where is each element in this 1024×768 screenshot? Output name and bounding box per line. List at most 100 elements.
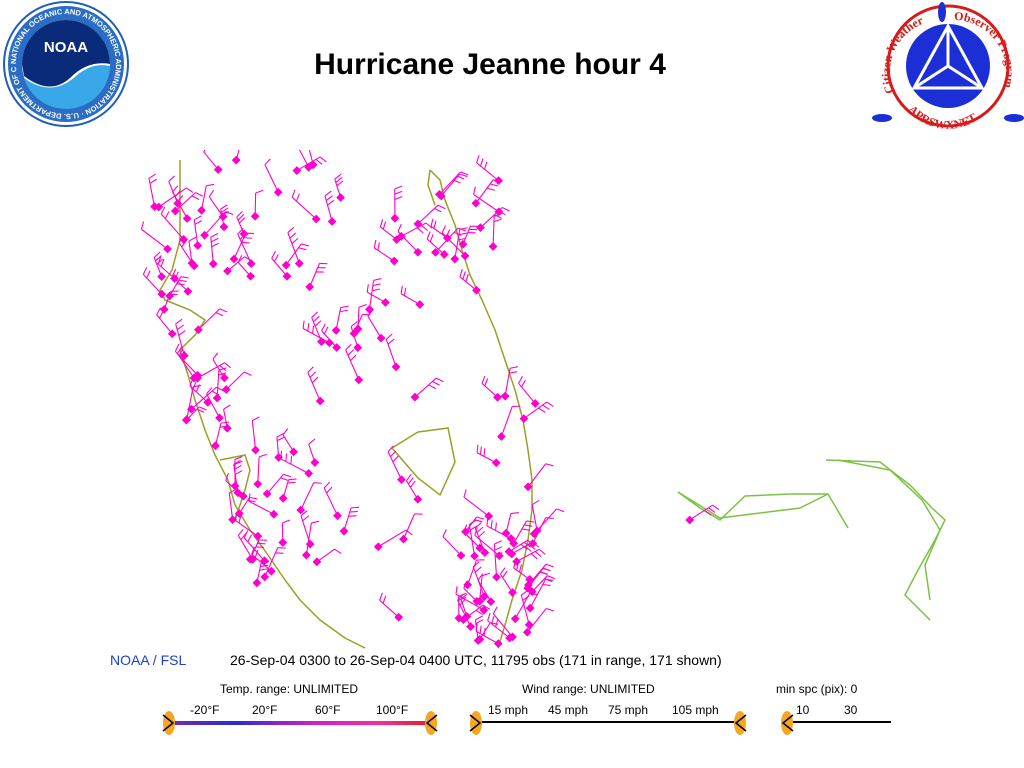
wind-barb-flag [219,425,229,428]
wind-range-label: Wind range: UNLIMITED [522,682,655,696]
wind-barb-flag [476,155,480,164]
wind-barb-flag [219,365,227,371]
temp-left-handle[interactable] [162,711,175,735]
wind-barb-flag [410,480,416,488]
wind-barb [141,228,168,250]
wind-barb-flag [373,239,377,248]
wind-barb-flag [326,486,333,494]
station-dot [229,254,239,264]
wind-barb-flag [429,234,434,243]
station-dot [301,550,311,560]
wind-barb-flag [475,619,484,625]
station-dot [315,396,325,406]
noaa-center-text: NOAA [44,39,88,56]
wind-barb-flag [288,478,297,481]
wind-barb-flag [223,404,231,410]
station-dot [463,580,473,590]
wind-barb-flag [522,595,530,601]
wind-barb-flag [358,304,367,308]
wind-barb [527,463,547,488]
wind-barb-flag [215,312,224,317]
spacing-handle[interactable] [781,711,794,735]
wind-barb [228,492,234,520]
wind-barb-flag [203,150,206,153]
wind-barb-flag [188,236,197,242]
wind-barb-flag [311,311,318,318]
station-dot [234,509,244,518]
temp-right-handle[interactable] [425,711,438,735]
wind-barb [463,496,490,517]
station-dot [212,393,222,403]
station-dot [187,404,196,414]
wind-barb-flag [518,564,522,573]
station-dot [494,176,503,186]
station-dot [197,205,206,215]
station-dot [394,612,404,622]
wind-barb-flag [473,186,476,195]
wind-barb-flag [174,343,180,352]
station-dot [436,191,446,201]
station-dot [431,247,440,257]
wind-barb [309,263,320,288]
wind-barb [440,173,461,197]
wind-barb-flag [455,586,458,595]
station-dot [479,605,489,615]
wind-barb-flag [476,516,485,520]
wind-barb-flag [407,477,414,485]
wind-barb-flag [476,444,479,453]
station-dot [390,213,400,223]
station-dot [494,551,504,561]
wind-barb-flag [382,221,387,230]
wind-barb [477,579,492,602]
wind-barb [397,230,419,253]
station-dot [413,219,423,229]
station-dot [223,266,232,276]
time-range-label: 26-Sep-04 0300 to 26-Sep-04 0400 UTC, 11… [230,652,722,668]
station-dot [523,482,533,492]
wind-barb-flag [300,510,308,517]
wind-barb-flag [237,528,244,536]
station-dot [173,198,183,208]
spacing-label: min spc (pix): 0 [776,682,858,696]
wind-left-handle[interactable] [469,711,482,735]
station-dot [493,639,503,648]
wind-barb-flag [532,541,540,548]
wind-barb-flag [178,330,186,336]
wind-barb-flag [239,233,247,240]
station-dot [179,351,189,360]
station-dot [508,588,517,597]
station-dot [331,325,341,335]
station-dot [317,337,326,346]
wind-barb-flag [708,507,716,513]
temp-tick: 20°F [252,703,278,717]
wind-barb-flag [287,226,295,234]
wind-barb-flag [521,379,526,388]
wind-barb [492,216,495,247]
wind-barb-flag [248,493,251,502]
station-dot [336,193,346,202]
station-dot [208,259,218,269]
wind-barb-flag [178,235,185,244]
station-dot [479,592,489,602]
station-dot [292,166,302,175]
station-dot [246,271,255,281]
wind-barb [225,371,245,390]
wind-barb-flag [260,564,269,568]
station-dot [327,217,337,226]
cwop-logo: Citizen Weather Observer Program APRSWXN… [872,2,1024,132]
station-dot [312,557,322,567]
wind-right-handle[interactable] [734,711,747,735]
wind-barb-flag [258,453,267,458]
wind-barb-flag [324,190,332,197]
wind-barb-flag [545,517,554,520]
station-dot [228,515,237,524]
wind-barb-flag [387,338,395,345]
wind-barb-flag [273,254,279,262]
wind-barb-flag [158,310,164,319]
wind-barb-flag [433,220,437,229]
wind-barb-flag [486,517,489,526]
wind-barb-flag [247,534,252,543]
wind-barb-flag [212,352,219,360]
station-dot [269,509,279,519]
wind-barb-flag [199,406,207,411]
